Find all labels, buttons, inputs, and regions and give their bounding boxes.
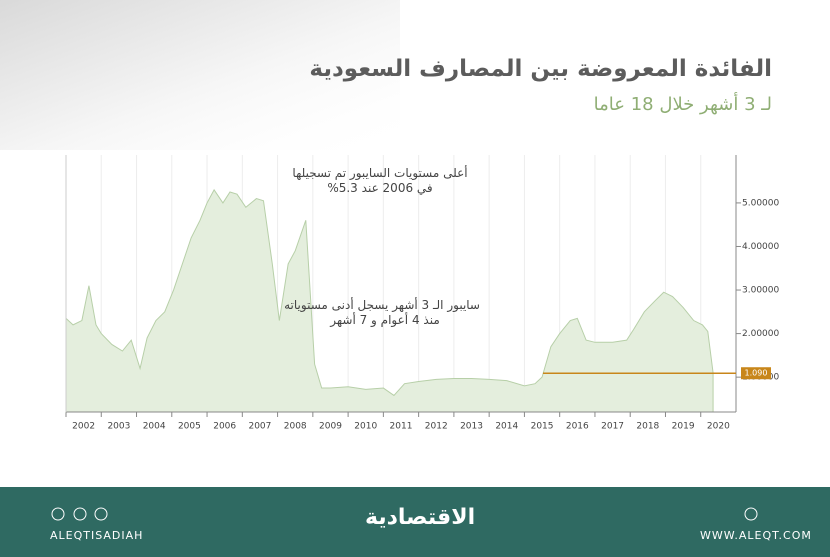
annotation: أعلى مستويات السايبور تم تسجيلها في 2006… xyxy=(290,166,470,196)
y-tick-label: 2.00000 xyxy=(742,329,779,339)
x-tick-label: 2014 xyxy=(495,422,518,432)
x-tick-label: 2002 xyxy=(72,422,95,432)
chart: 2002 2003 2004 2005 2006 2007 2008 2009 2010 2011… xyxy=(65,155,779,432)
x-tick-label: 2017 xyxy=(601,422,624,432)
footer: ALEQTISADIAH الاقتصادية WWW.ALEQT.COM xyxy=(0,487,830,557)
x-tick-label: 2011 xyxy=(390,422,413,432)
annotation: سايبور الـ 3 أشهر يسجل أدنى مستوياته منذ… xyxy=(284,298,480,328)
x-tick-label: 2016 xyxy=(566,422,589,432)
y-tick-label: 4.00000 xyxy=(742,242,779,252)
x-tick-label: 2009 xyxy=(319,422,342,432)
x-tick-label: 2019 xyxy=(672,422,695,432)
chart-title: الفائدة المعروضة بين المصارف السعودية xyxy=(309,56,772,82)
reference-label: 1.090 xyxy=(745,369,768,378)
x-tick-label: 2004 xyxy=(143,422,166,432)
annotation-line: في 2006 عند 5.3% xyxy=(327,181,433,195)
annotation-line: سايبور الـ 3 أشهر يسجل أدنى مستوياته xyxy=(284,298,480,312)
banner-image xyxy=(0,0,400,150)
facebook-icon[interactable] xyxy=(73,507,87,521)
reference-label-box xyxy=(741,367,771,380)
x-tick-label: 2013 xyxy=(460,422,483,432)
x-tick-label: 2007 xyxy=(248,422,271,432)
x-tick-label: 2006 xyxy=(213,422,236,432)
x-tick-label: 2005 xyxy=(178,422,201,432)
annotation-line: منذ 4 أعوام و 7 أشهر xyxy=(330,313,440,327)
x-tick-label: 2003 xyxy=(107,422,130,432)
x-tick-label: 2015 xyxy=(531,422,554,432)
twitter-icon[interactable] xyxy=(94,507,108,521)
annotation-line: أعلى مستويات السايبور تم تسجيلها xyxy=(292,166,468,180)
chart-subtitle: لـ 3 أشهر خلال 18 عاما xyxy=(593,94,772,115)
x-tick-label: 2012 xyxy=(425,422,448,432)
instagram-icon[interactable] xyxy=(51,507,65,521)
social-handle: ALEQTISADIAH xyxy=(50,529,144,542)
x-tick-label: 2008 xyxy=(284,422,307,432)
y-tick-label: 3.00000 xyxy=(742,286,779,296)
x-tick-label: 2018 xyxy=(636,422,659,432)
website: WWW.ALEQT.COM xyxy=(700,529,812,542)
y-tick-label: 5.00000 xyxy=(742,198,779,208)
web-icon[interactable] xyxy=(744,507,758,521)
area xyxy=(65,188,714,413)
banner xyxy=(0,0,400,150)
x-tick-label: 2020 xyxy=(707,422,730,432)
x-tick-label: 2010 xyxy=(354,422,377,432)
logo: الاقتصادية xyxy=(365,505,476,530)
footer-icons xyxy=(51,507,758,521)
